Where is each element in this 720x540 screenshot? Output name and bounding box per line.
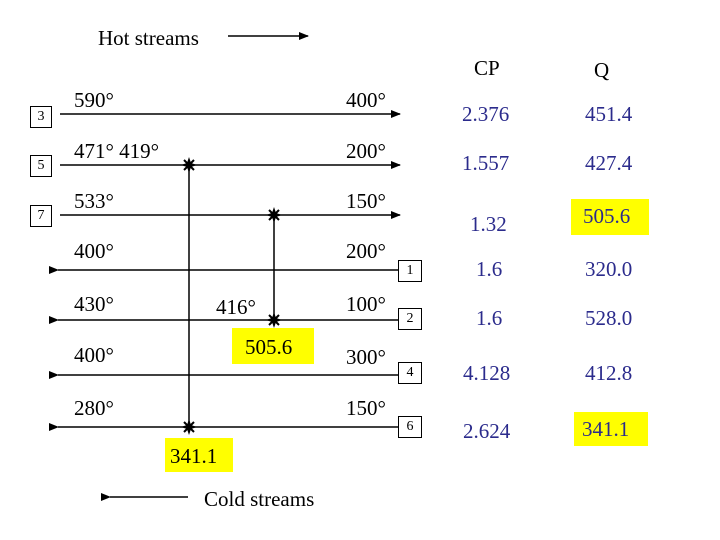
cp-value-7: 1.32 [470, 212, 507, 236]
hot-stream-3-tin: 590° [74, 88, 114, 112]
exchanger-star-5 [181, 157, 197, 173]
q-value-1: 320.0 [585, 257, 633, 281]
cp-value-5: 1.557 [462, 151, 510, 175]
q-value-6: 341.1 [582, 417, 630, 441]
q-value-2: 528.0 [585, 306, 633, 330]
cold-streams-label: Cold streams [204, 487, 315, 511]
cp-value-1: 1.6 [476, 257, 503, 281]
q-header: Q [594, 58, 610, 82]
hot-streams-label: Hot streams [98, 26, 199, 50]
duty-5-6-value: 341.1 [170, 444, 218, 468]
cold-stream-1-tleft: 400° [74, 239, 114, 263]
cold-stream-4-tleft: 400° [74, 343, 114, 367]
hot-stream-7-id: 7 [30, 205, 52, 227]
duty-5-6-highlight [165, 438, 233, 472]
hot-stream-3-id: 3 [30, 106, 52, 128]
cold-stream-2-tright: 100° [346, 292, 386, 316]
hot-stream-5-id: 5 [30, 155, 52, 177]
cold-stream-2-tmid: 416° [216, 295, 256, 319]
cold-stream-4-id: 4 [398, 362, 422, 384]
q-value-5: 427.4 [585, 151, 633, 175]
q-value-7: 505.6 [583, 204, 631, 228]
duty-7-2-highlight [232, 328, 314, 364]
cp-value-3: 2.376 [462, 102, 510, 126]
duty-7-2-value: 505.6 [245, 335, 293, 359]
cold-stream-4-tright: 300° [346, 345, 386, 369]
q-value-4: 412.8 [585, 361, 633, 385]
hot-stream-3-tout: 400° [346, 88, 386, 112]
cold-stream-6-tright: 150° [346, 396, 386, 420]
q-value-7-highlight [571, 199, 649, 235]
cp-value-6: 2.624 [463, 419, 511, 443]
q-value-3: 451.4 [585, 102, 633, 126]
hot-stream-7-tout: 150° [346, 189, 386, 213]
q-value-6-highlight [574, 412, 648, 446]
cold-stream-1-id: 1 [398, 260, 422, 282]
cp-value-4: 4.128 [463, 361, 511, 385]
cold-stream-2-id: 2 [398, 308, 422, 330]
exchanger-star-7 [266, 207, 282, 223]
cp-header: CP [474, 56, 500, 80]
exchanger-star-2 [266, 312, 282, 328]
hot-stream-5-tout: 200° [346, 139, 386, 163]
hot-stream-7-tin: 533° [74, 189, 114, 213]
cold-stream-1-tright: 200° [346, 239, 386, 263]
cold-stream-6-tleft: 280° [74, 396, 114, 420]
exchanger-star-6 [181, 419, 197, 435]
hot-stream-5-tin: 471° 419° [74, 139, 160, 163]
cold-stream-6-id: 6 [398, 416, 422, 438]
cp-value-2: 1.6 [476, 306, 503, 330]
cold-stream-2-tleft: 430° [74, 292, 114, 316]
